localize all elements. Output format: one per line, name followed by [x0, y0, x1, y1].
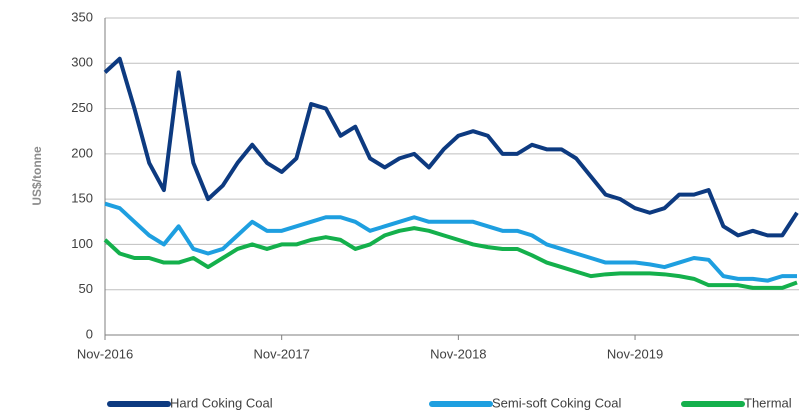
y-tick-label: 150: [71, 191, 93, 206]
y-tick-label: 100: [71, 236, 93, 251]
y-tick-label: 250: [71, 100, 93, 115]
x-tick-label: Nov-2018: [430, 346, 486, 361]
y-tick-label: 0: [86, 326, 93, 341]
y-tick-label: 350: [71, 9, 93, 24]
x-tick-label: Nov-2019: [607, 346, 663, 361]
line-series: [103, 226, 798, 290]
y-tick-label: 50: [79, 281, 93, 296]
y-tick-label: 200: [71, 145, 93, 160]
line-series: [103, 56, 799, 238]
x-tick-label: Nov-2016: [77, 346, 133, 361]
line-series: [104, 201, 797, 283]
x-tick-label: Nov-2017: [253, 346, 309, 361]
y-tick-label: 300: [71, 55, 93, 70]
legend-label: Hard Coking Coal: [170, 395, 273, 410]
legend-label: Semi-soft Coking Coal: [492, 395, 621, 410]
y-axis-label: US$/tonne: [30, 146, 44, 206]
legend-label: Thermal: [744, 395, 792, 410]
